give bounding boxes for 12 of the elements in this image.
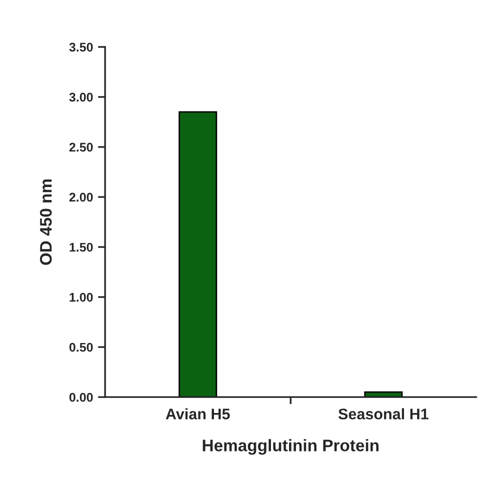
y-tick-label: 0.50 [69,342,93,352]
y-tick-label: 2.50 [69,142,93,152]
x-axis-title: Hemagglutinin Protein [202,439,379,455]
y-tick-label: 3.50 [69,42,93,52]
y-tick-label: 0.00 [69,392,93,402]
y-tick-label: 1.50 [70,242,93,252]
y-axis-title: OD 450 nm [40,180,52,265]
y-tick-label: 1.00 [70,292,93,302]
x-tick-label: Seasonal H1 [338,408,428,420]
y-tick-label: 3.00 [69,92,93,102]
x-tick-label: Avian H5 [166,408,230,420]
y-tick-label: 2.00 [69,192,93,202]
